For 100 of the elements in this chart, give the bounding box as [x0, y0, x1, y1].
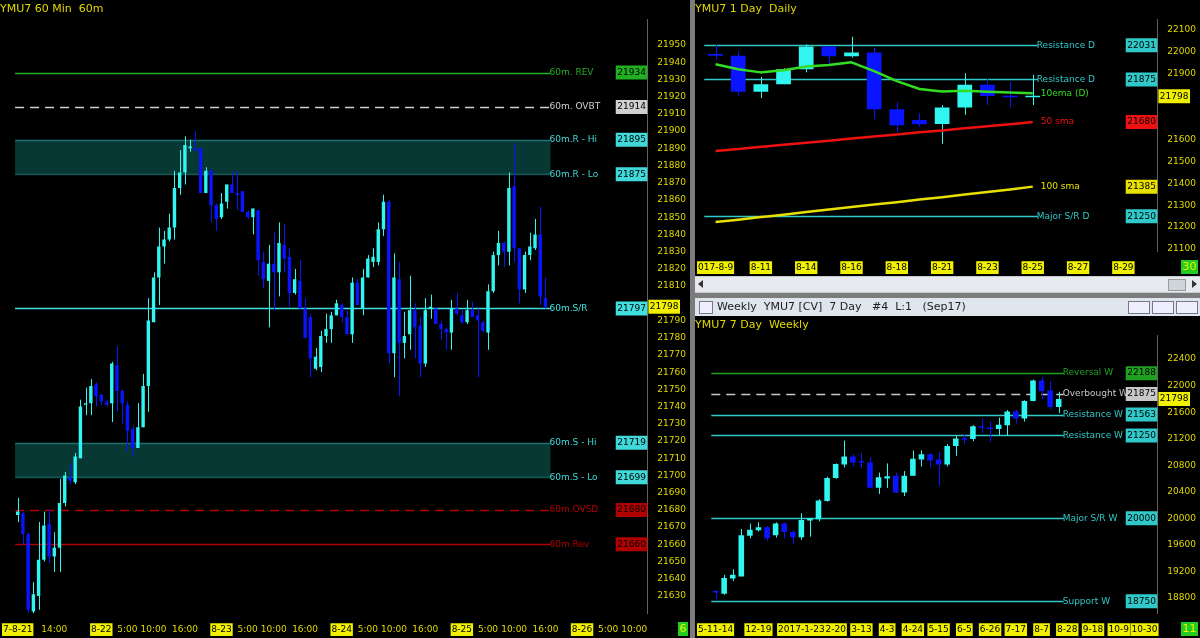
annotation: 22031 [1127, 39, 1156, 50]
annotation: 21797 [617, 302, 646, 313]
y-tick-label: 21680 [657, 504, 687, 515]
candlestick [841, 440, 848, 468]
x-tick-label: 8-29 [1113, 261, 1134, 272]
candlestick [543, 276, 548, 309]
candlestick [952, 435, 959, 457]
candlestick [1004, 409, 1011, 437]
y-tick-label: 21740 [657, 400, 687, 411]
y-tick-label: 22400 [1167, 353, 1197, 364]
x-tick-label: 12-19 [745, 623, 772, 634]
y-tick-label: 20000 [1167, 512, 1197, 523]
x-tick-label: 16:00 [412, 623, 439, 634]
x-tick-label: 8-23 [977, 261, 998, 272]
ref-line-label: Support W [1062, 595, 1111, 606]
y-tick-label: 21950 [657, 39, 687, 50]
candlestick [884, 462, 890, 489]
text: 11 [1182, 621, 1197, 635]
y-tick-label: 21600 [1167, 133, 1197, 144]
candlestick [844, 36, 859, 58]
y-tick-label: 21670 [657, 521, 687, 532]
candlestick [204, 166, 208, 194]
series-label: 10ema (D) [1040, 87, 1089, 98]
x-tick-label: 8-14 [795, 261, 817, 272]
x-tick-label: 8-11 [750, 261, 772, 272]
y-tick-label: 21660 [657, 538, 687, 549]
ref-line-label: Resistance D [1036, 73, 1096, 84]
y-tick-label: 21880 [657, 159, 687, 170]
y-tick-label: 22000 [1167, 46, 1197, 57]
ref-line-label: 60m.S/R [549, 302, 588, 313]
x-tick-label: 8-22 [91, 623, 112, 634]
x-tick-label: 6-26 [979, 623, 1001, 634]
candlestick [875, 472, 882, 495]
chart-title: YMU7 7 Day Weekly [694, 318, 810, 332]
x-tick-label: 4-3 [879, 623, 895, 634]
x-tick-label: 8-24 [331, 623, 353, 634]
annotation: 18750 [1127, 595, 1157, 606]
y-tick-label: 18800 [1167, 592, 1197, 603]
candlestick [251, 208, 255, 235]
annotation: 21250 [1127, 429, 1157, 440]
y-tick-label: 21100 [1167, 243, 1197, 254]
x-tick-label: 10-30 [1131, 623, 1158, 634]
y-tick-label: 21690 [657, 487, 687, 498]
candlestick [89, 378, 93, 416]
candlestick [177, 149, 182, 196]
x-tick-label: 10-9 [1108, 623, 1130, 634]
annotation: 21719 [617, 437, 647, 448]
candlestick [345, 309, 349, 335]
y-tick-label: 20800 [1167, 459, 1197, 470]
ref-line-label: Resistance D [1036, 39, 1096, 50]
ref-line-label: Major S/R W [1062, 512, 1118, 523]
x-tick-label: 7-8-21 [3, 623, 33, 634]
y-tick-label: 21810 [657, 280, 687, 291]
y-tick-label: 21640 [657, 573, 687, 584]
candlestick [83, 387, 88, 416]
annotation: 21875 [617, 168, 646, 179]
y-tick-label: 21870 [657, 177, 687, 188]
candlestick [1038, 376, 1045, 400]
y-tick-label: 21780 [657, 332, 687, 343]
y-tick-label: 21730 [657, 418, 687, 429]
chart-title: YMU7 1 Day Daily [694, 2, 798, 16]
y-tick-label: 21820 [657, 263, 687, 274]
x-tick-label: 5:00 [117, 623, 138, 634]
candlestick [324, 313, 328, 344]
ref-line-label: Resistance W [1062, 408, 1124, 419]
x-tick-label: 3-13 [851, 623, 872, 634]
x-tick-label: 5:00 [357, 623, 379, 634]
ref-line-label: 60m.Rev [549, 538, 590, 549]
x-tick-label: 2017-1-23 [778, 623, 825, 634]
candlestick [721, 574, 727, 596]
x-tick-label: 10:00 [140, 623, 167, 634]
x-tick-label: 7-17 [1005, 623, 1027, 634]
candlestick [1047, 380, 1053, 410]
x-tick-label: 8-23 [211, 623, 232, 634]
x-tick-label: 8-18 [886, 261, 908, 272]
candlestick [136, 402, 140, 449]
y-tick-label: 21400 [1167, 177, 1197, 188]
y-tick-label: 21920 [657, 91, 687, 102]
x-tick-label: 10:00 [501, 623, 528, 634]
x-tick-label: 017-8-9 [697, 261, 734, 272]
x-tick-label: 5:00 [477, 623, 499, 634]
x-tick-label: 4-24 [902, 623, 924, 634]
candlestick [807, 517, 813, 538]
annotation: 21680 [617, 504, 647, 515]
candlestick [21, 511, 25, 545]
annotation: 22188 [1127, 367, 1157, 378]
annotation: 21798 [1159, 393, 1189, 404]
text: 30 [1182, 259, 1197, 273]
x-tick-label: 8-7 [1034, 623, 1049, 634]
y-tick-label: 21790 [657, 314, 687, 325]
annotation: 21699 [617, 471, 647, 482]
annotation: 21660 [617, 538, 647, 549]
candlestick [475, 307, 480, 378]
x-tick-label: 14:00 [41, 623, 68, 634]
y-tick-label: 21840 [657, 228, 687, 239]
x-tick-label: 8-21 [931, 261, 953, 272]
ref-line-label: 60m.S - Hi [549, 437, 597, 448]
annotation: 21250 [1127, 210, 1157, 221]
x-tick-label: 10:00 [621, 623, 648, 634]
y-tick-label: 21850 [657, 211, 687, 222]
